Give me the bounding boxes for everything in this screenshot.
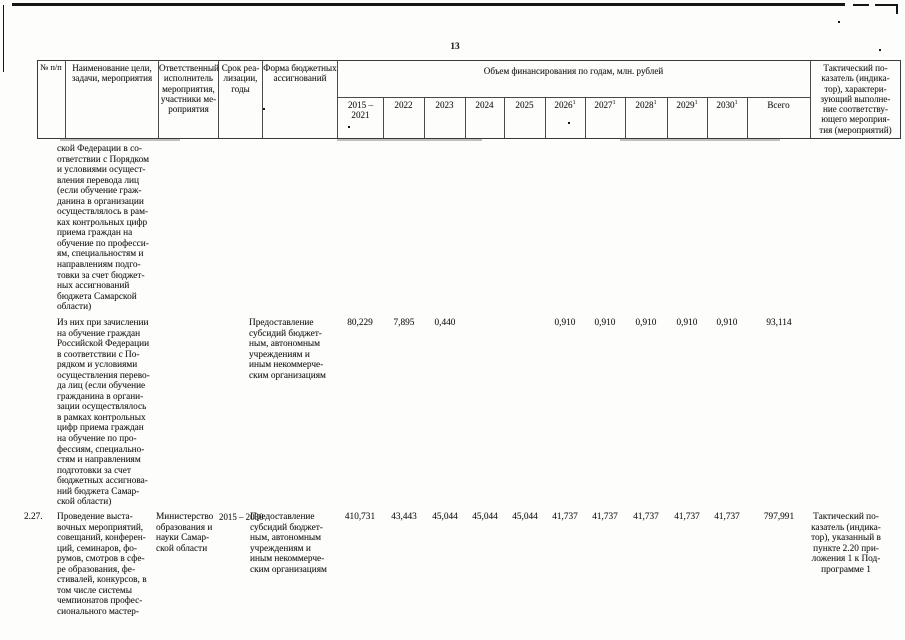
value-cell: 7,895 xyxy=(393,318,415,328)
scan-artifact-speck xyxy=(879,49,881,51)
year-label: 2030 xyxy=(716,100,735,110)
header-year-2023: 2023 xyxy=(424,100,465,110)
value-cell: 410,731 xyxy=(344,512,376,522)
header-col-num: № п/п xyxy=(40,63,62,72)
divider xyxy=(424,97,425,138)
year-label: 2015 – 2021 xyxy=(347,100,373,121)
value-cell: 43,443 xyxy=(391,512,417,522)
divider xyxy=(383,97,384,138)
value-cell: 41,737 xyxy=(674,512,700,522)
value-cell: 0,440 xyxy=(434,318,456,328)
footnote-marker: 1 xyxy=(694,99,698,106)
header-year-2026: 20261 xyxy=(545,100,585,110)
scan-artifact-tick xyxy=(896,4,898,14)
value-cell: 45,044 xyxy=(472,512,498,522)
divider xyxy=(810,60,811,138)
value-cell: 41,737 xyxy=(633,512,659,522)
header-col-name: Наименование цели, задачи, мероприятия xyxy=(71,63,153,84)
divider xyxy=(465,97,466,138)
value-cell: 0,910 xyxy=(594,318,616,328)
table-row-form-cell: Предоставление субсидий бюджет- ным, авт… xyxy=(249,318,326,381)
footnote-marker: 1 xyxy=(734,99,738,106)
table-row-form-cell: Предоставление субсидий бюджет- ным, авт… xyxy=(250,512,327,575)
scan-artifact-speck xyxy=(568,122,570,124)
footnote-marker: 1 xyxy=(612,99,616,106)
scan-artifact-dash xyxy=(875,4,897,6)
scan-artifact-gray-band xyxy=(60,138,180,141)
table-row-number-cell: 2.27. xyxy=(24,512,43,522)
scan-artifact-speck xyxy=(263,108,265,110)
value-cell: 0,910 xyxy=(676,318,698,328)
divider xyxy=(337,60,338,138)
header-col-indicator: Тактический по- казатель (индика- тор), … xyxy=(819,63,892,135)
year-label: Всего xyxy=(767,100,790,110)
table-row-term-cell: 2015 – 2030 xyxy=(219,512,264,522)
scan-artifact-speck xyxy=(348,126,350,128)
footnote-marker: 1 xyxy=(572,99,576,106)
value-cell: 0,910 xyxy=(554,318,576,328)
table-row-indicator-cell: Тактический по- казатель (индика- тор), … xyxy=(811,512,881,575)
scan-artifact-left-line xyxy=(3,5,5,72)
header-col-form: Форма бюджетных ассигнований xyxy=(263,63,337,84)
header-col-term: Срок реа- лизации, годы xyxy=(221,63,260,94)
page-number: 13 xyxy=(450,42,460,52)
divider xyxy=(625,97,626,138)
scan-artifact-gray-band xyxy=(337,138,482,141)
value-cell: 41,737 xyxy=(592,512,618,522)
divider xyxy=(747,97,748,138)
divider xyxy=(585,97,586,138)
value-cell: 93,114 xyxy=(766,318,792,328)
value-cell: 41,737 xyxy=(552,512,578,522)
value-cell: 0,910 xyxy=(716,318,738,328)
header-year-2025: 2025 xyxy=(504,100,545,110)
year-label: 2022 xyxy=(394,100,413,110)
divider xyxy=(504,97,505,138)
year-label: 2025 xyxy=(515,100,534,110)
header-year-2028: 20281 xyxy=(625,100,667,110)
header-year-2024: 2024 xyxy=(465,100,504,110)
value-cell: 45,044 xyxy=(512,512,538,522)
header-year-2022: 2022 xyxy=(383,100,424,110)
header-year-total: Всего xyxy=(747,100,810,110)
table-row-responsible-cell: Министерство образования и науки Самар- … xyxy=(156,512,214,554)
divider xyxy=(545,97,546,138)
value-cell: 41,737 xyxy=(714,512,740,522)
divider xyxy=(337,97,810,98)
value-cell: 797,991 xyxy=(763,512,795,522)
year-label: 2028 xyxy=(635,100,654,110)
divider xyxy=(158,60,159,138)
scan-artifact-speck xyxy=(838,21,840,23)
header-year-2030: 20301 xyxy=(707,100,747,110)
header-year-2015-2021: 2015 – 2021 xyxy=(338,100,383,121)
scan-artifact-top-line xyxy=(12,3,845,6)
year-label: 2023 xyxy=(435,100,454,110)
header-year-2029: 20291 xyxy=(667,100,707,110)
divider xyxy=(667,97,668,138)
header-col-financing: Объем финансирования по годам, млн. рубл… xyxy=(483,66,664,76)
scan-artifact-dash xyxy=(853,4,869,6)
year-label: 2024 xyxy=(475,100,494,110)
table-row-name-cell: Из них при зачислении на обучение гражда… xyxy=(57,318,150,508)
value-cell: 0,910 xyxy=(635,318,657,328)
header-col-responsible: Ответственный исполнитель мероприятия, у… xyxy=(159,63,219,115)
table-outer-border xyxy=(37,60,901,139)
table-row-name-cell: ской Федерации в со- ответствии с Порядк… xyxy=(57,144,149,313)
divider xyxy=(707,97,708,138)
value-cell: 45,044 xyxy=(432,512,458,522)
value-cell: 80,229 xyxy=(347,318,373,328)
table-row-name-cell: Проведение выста- вочных мероприятий, со… xyxy=(57,512,147,617)
year-label: 2027 xyxy=(594,100,613,110)
scan-artifact-gray-band xyxy=(620,138,780,141)
year-label: 2029 xyxy=(676,100,695,110)
footnote-marker: 1 xyxy=(653,99,657,106)
divider xyxy=(262,60,263,138)
divider xyxy=(65,60,66,138)
divider xyxy=(218,60,219,138)
header-year-2027: 20271 xyxy=(585,100,625,110)
year-label: 2026 xyxy=(554,100,573,110)
